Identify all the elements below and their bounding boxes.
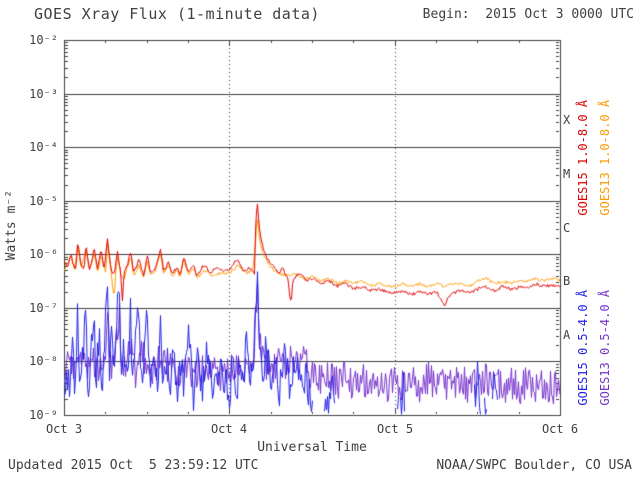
x-axis-tick-label: Oct 4 — [210, 422, 248, 436]
chart-title: GOES Xray Flux (1-minute data) — [34, 5, 320, 23]
series-label-goes15-short: GOES15 0.5-4.0 Å — [576, 290, 590, 406]
series-label-goes15-long: GOES15 1.0-8.0 Å — [576, 100, 590, 216]
begin-time-label: Begin: 2015 Oct 3 0000 UTC — [422, 7, 634, 22]
x-axis-tick-label: Oct 5 — [376, 422, 414, 436]
flare-class-letter-m: M — [563, 166, 571, 181]
x-axis-tick-label: Oct 6 — [541, 422, 579, 436]
series-label-goes13-long: GOES13 1.0-8.0 Å — [598, 100, 612, 216]
flare-class-letter-x: X — [563, 113, 571, 128]
y-axis-label: Watts m⁻² — [4, 190, 19, 261]
flare-class-letter-a: A — [563, 327, 571, 342]
source-attribution: NOAA/SWPC Boulder, CO USA — [436, 458, 632, 473]
x-axis-label: Universal Time — [257, 440, 367, 455]
series-label-goes13-short: GOES13 0.5-4.0 Å — [598, 290, 612, 406]
flare-class-letter-c: C — [563, 220, 571, 235]
x-axis-tick-label: Oct 3 — [45, 422, 83, 436]
flare-class-letter-b: B — [563, 274, 571, 289]
updated-timestamp: Updated 2015 Oct 5 23:59:12 UTC — [8, 458, 259, 473]
